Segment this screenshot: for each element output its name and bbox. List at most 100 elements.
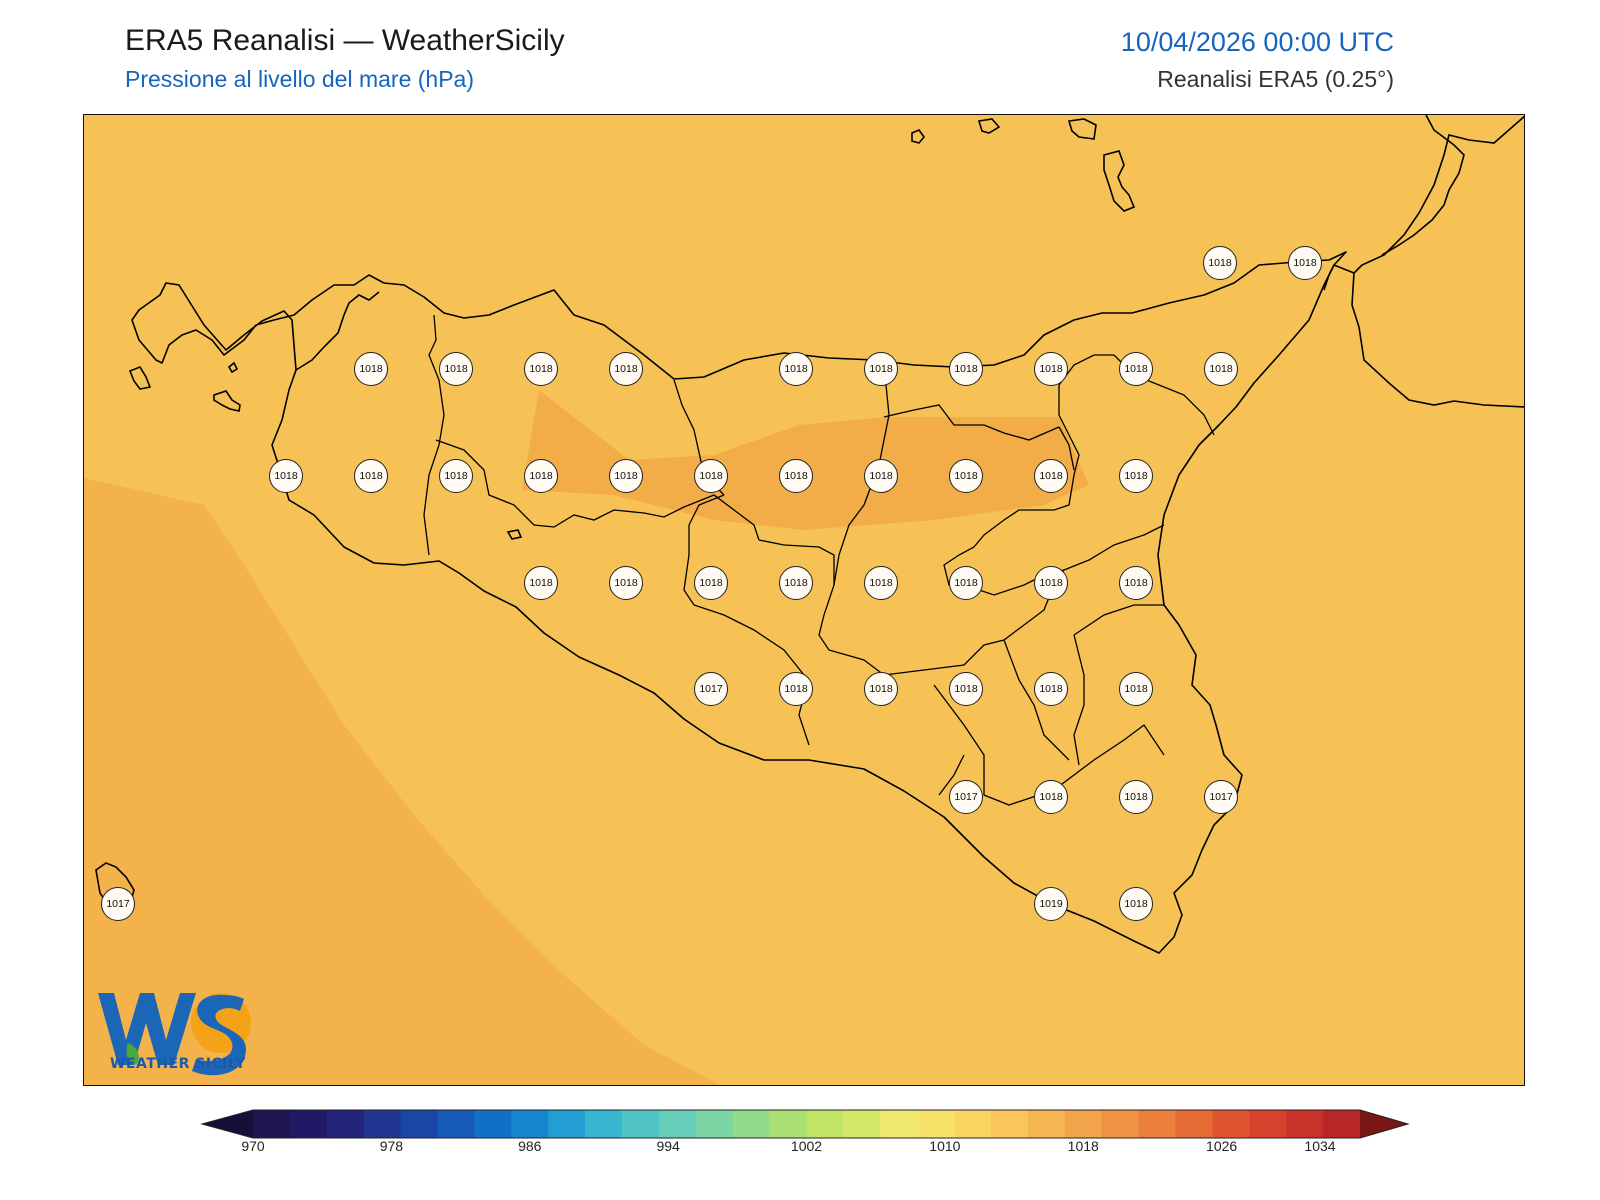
colorbar-bin: [806, 1110, 844, 1138]
colorbar-tick-label: 978: [379, 1138, 404, 1154]
pressure-value-label: 1018: [949, 672, 983, 706]
colorbar-bin: [991, 1110, 1029, 1138]
pressure-value-label: 1018: [1204, 352, 1238, 386]
pressure-value-label: 1018: [1203, 246, 1237, 280]
aeolian-islands: [911, 118, 1136, 212]
colorbar-bin: [622, 1110, 660, 1138]
pressure-value-label: 1018: [1119, 780, 1153, 814]
pressure-value-label: 1018: [949, 459, 983, 493]
colorbar-bin: [363, 1110, 402, 1138]
pressure-band-southwest: [84, 478, 721, 1085]
map-title: ERA5 Reanalisi — WeatherSicily: [125, 24, 565, 57]
pressure-value-label: 1018: [949, 566, 983, 600]
colorbar-bin: [437, 1110, 475, 1138]
colorbar-bin: [1064, 1110, 1103, 1138]
colorbar-bin: [843, 1110, 881, 1138]
pressure-value-label: 1018: [1119, 672, 1153, 706]
colorbar-bin: [1212, 1110, 1250, 1138]
pressure-value-label: 1018: [609, 459, 643, 493]
pressure-value-label: 1018: [694, 566, 728, 600]
colorbar-high-extend: [1360, 1110, 1408, 1138]
pressure-colorbar: [200, 1109, 1410, 1139]
colorbar-bin: [1175, 1110, 1213, 1138]
pressure-value-label: 1018: [439, 352, 473, 386]
pressure-value-label: 1018: [1288, 246, 1322, 280]
pressure-value-label: 1018: [1119, 352, 1153, 386]
colorbar-tick-label: 1034: [1304, 1138, 1336, 1154]
map-subtitle: Pressione al livello del mare (hPa): [125, 66, 474, 92]
colorbar-bin: [1027, 1110, 1066, 1138]
colorbar-low-extend: [202, 1110, 253, 1138]
pressure-value-label: 1018: [354, 352, 388, 386]
colorbar-bin: [548, 1110, 586, 1138]
messina-tip: [1323, 263, 1355, 291]
province-boundaries: [423, 314, 1215, 806]
pressure-value-label: 1018: [864, 459, 898, 493]
pressure-value-label: 1018: [1119, 459, 1153, 493]
ustica-island: [506, 529, 523, 540]
colorbar-tick-label: 970: [241, 1138, 265, 1154]
colorbar-outline: [200, 1109, 1410, 1139]
pressure-value-label: 1017: [694, 672, 728, 706]
pressure-value-label: 1017: [1204, 780, 1238, 814]
pressure-value-label: 1018: [1034, 459, 1068, 493]
pressure-value-label: 1018: [864, 566, 898, 600]
map-canvas: [84, 115, 1524, 1085]
pressure-value-label: 1018: [1119, 566, 1153, 600]
pressure-value-label: 1018: [524, 459, 558, 493]
pressure-value-label: 1018: [269, 459, 303, 493]
weather-sicily-logo: [98, 993, 251, 1076]
egadi-islands: [128, 361, 241, 412]
logo-text: WEATHER SICILY: [110, 1056, 246, 1072]
colorbar-bin: [511, 1110, 549, 1138]
colorbar-tick-label: 1018: [1067, 1138, 1099, 1154]
pressure-value-label: 1018: [354, 459, 388, 493]
sicily-west-coast: [295, 291, 380, 371]
pressure-value-label: 1018: [779, 566, 813, 600]
colorbar-bin: [289, 1110, 328, 1138]
colorbar-bin: [326, 1110, 365, 1138]
pressure-value-label: 1018: [1034, 672, 1068, 706]
pressure-value-label: 1018: [779, 352, 813, 386]
pressure-value-label: 1018: [779, 459, 813, 493]
colorbar-bin: [585, 1110, 623, 1138]
pressure-value-label: 1018: [1034, 352, 1068, 386]
colorbar-tick-label: 1010: [929, 1138, 961, 1154]
colorbar-bin: [253, 1110, 291, 1138]
colorbar-bin: [474, 1110, 512, 1138]
pressure-value-label: 1018: [524, 352, 558, 386]
colorbar-bin: [695, 1110, 734, 1138]
colorbar-tick-label: 994: [656, 1138, 680, 1154]
pressure-map[interactable]: 1018 1018 1018 1018 1018 1018 1018 1018 1018 1018…: [83, 114, 1525, 1086]
pressure-value-label: 1017: [949, 780, 983, 814]
map-datetime: 10/04/2026 00:00 UTC: [1120, 27, 1394, 57]
colorbar-bin: [954, 1110, 992, 1138]
pressure-value-label: 1018: [609, 352, 643, 386]
colorbar-tick-label: 1002: [790, 1138, 823, 1154]
calabria-inland: [1381, 115, 1465, 256]
colorbar-bin: [1323, 1110, 1361, 1138]
pressure-value-label: 1018: [949, 352, 983, 386]
pressure-band-interior: [522, 390, 1089, 530]
pressure-value-label: 1018: [1034, 566, 1068, 600]
pressure-value-label: 1017: [101, 887, 135, 921]
colorbar-tick-labels: 970 978 986 994 1002 1010 1018 1026 1034: [0, 1138, 1600, 1158]
pressure-value-label: 1019: [1034, 887, 1068, 921]
colorbar-tick-label: 986: [518, 1138, 542, 1154]
pressure-value-label: 1018: [694, 459, 728, 493]
colorbar-bin: [769, 1110, 808, 1138]
pressure-value-label: 1018: [439, 459, 473, 493]
colorbar-bin: [658, 1110, 697, 1138]
calabria-coastline: [1351, 115, 1524, 408]
colorbar-bin: [1101, 1110, 1140, 1138]
pressure-value-label: 1018: [864, 352, 898, 386]
pressure-value-label: 1018: [524, 566, 558, 600]
colorbar-bin: [880, 1110, 918, 1138]
colorbar-tick-label: 1026: [1206, 1138, 1238, 1154]
colorbar-bin: [917, 1110, 955, 1138]
pressure-value-label: 1018: [1034, 780, 1068, 814]
colorbar-bin: [732, 1110, 771, 1138]
colorbar-bin: [1249, 1110, 1287, 1138]
colorbar-bin: [1138, 1110, 1177, 1138]
pressure-value-label: 1018: [1119, 887, 1153, 921]
